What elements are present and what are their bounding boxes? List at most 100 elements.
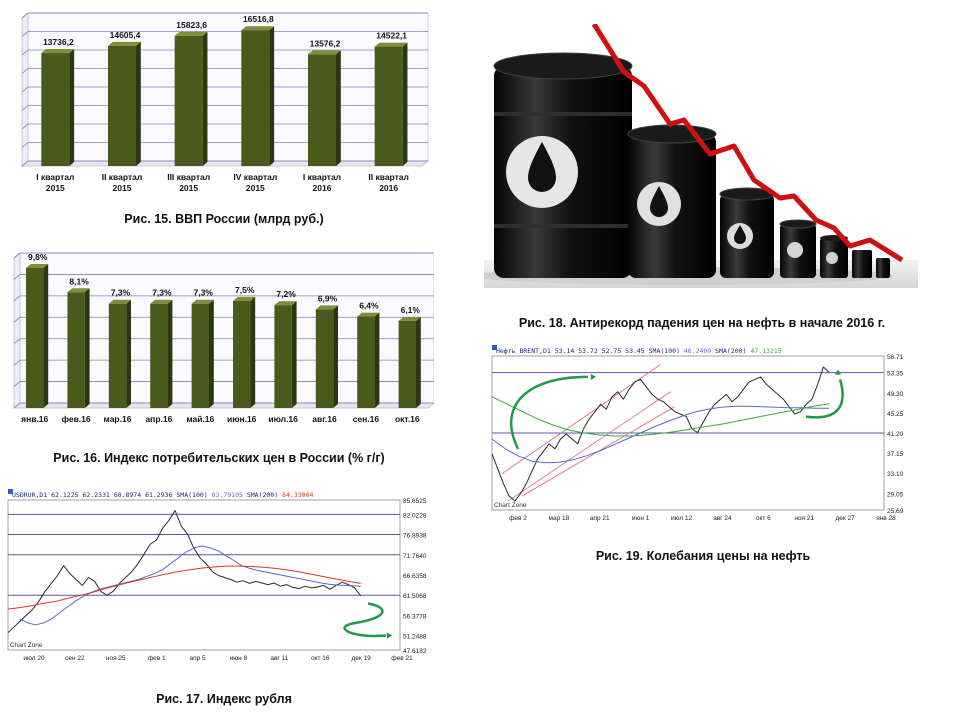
bar [67, 292, 85, 408]
category-label: 2016 [379, 183, 398, 193]
bar-top [357, 312, 380, 317]
gridline-side [13, 316, 21, 323]
category-label: III квартал [167, 172, 210, 182]
y-tick-label: 56.71 [887, 354, 904, 361]
brent-oil-chart: 56.71 53.35 49.30 45.25 41.20 37.15 33.10 29.05… [488, 344, 918, 528]
gridline-side [13, 402, 21, 409]
category-label: июн.16 [227, 414, 257, 424]
y-tick-label: 82.0228 [403, 512, 427, 519]
y-tick-label: 33.10 [887, 471, 904, 478]
category-label: 2015 [113, 183, 132, 193]
gridline-side [13, 338, 21, 345]
oil-barrels-illustration [474, 22, 918, 288]
data-label: 6,1% [401, 305, 421, 315]
data-label: 13576,2 [310, 38, 341, 48]
category-label: I квартал [36, 172, 74, 182]
caption-fig16: Рис. 16. Индекс потребительских цен в Ро… [53, 451, 385, 465]
gridline-side [21, 12, 29, 19]
chart-header-part: 53.14 53.72 52.75 53.45 [551, 347, 645, 355]
chart-header-part: USDRUR,D1 [12, 491, 47, 499]
gridline-side [13, 359, 21, 366]
bar-top [241, 26, 275, 31]
y-tick-label: 61.5068 [403, 593, 427, 600]
bar-side [291, 301, 297, 408]
plot-frame [7, 499, 401, 651]
sma100-series-line [19, 545, 361, 626]
chart-header-part: SMA(200) [243, 491, 282, 499]
y-tick-label: 56.3778 [403, 613, 427, 620]
x-tick-label: апр 5 [189, 655, 206, 662]
plot-side-wall [13, 251, 21, 410]
data-label: 15823,6 [176, 20, 207, 30]
bar-top [41, 49, 75, 54]
gridline-side [21, 123, 29, 130]
bar [398, 320, 416, 408]
bar [308, 54, 336, 166]
bar-side [402, 42, 408, 166]
chart-header-part: Нефть BRENT,D1 [496, 347, 551, 355]
falling-price-line-icon [591, 22, 904, 263]
gridline-side [21, 68, 29, 74]
bar-top [108, 299, 131, 304]
rebound-arrowhead-icon [834, 369, 842, 375]
chart-header: USDRUR,D1 62.1225 62.2331 60.8974 61.293… [12, 491, 313, 499]
bar-side [202, 31, 208, 167]
category-label: сен.16 [353, 414, 380, 424]
data-label: 7,3% [111, 288, 131, 298]
bar-side [250, 296, 256, 408]
y-tick-label: 41.20 [887, 431, 904, 438]
category-label: 2015 [46, 183, 65, 193]
data-label: 14522,1 [376, 31, 407, 41]
bar [233, 300, 251, 408]
barrel-medium-icon [627, 124, 717, 278]
y-tick-label: 45.25 [887, 411, 904, 418]
caption-fig15: Рис. 15. ВВП России (млрд руб.) [124, 212, 324, 226]
category-label: 2015 [246, 183, 265, 193]
category-label: янв.16 [21, 414, 48, 424]
category-label: мар.16 [104, 414, 132, 424]
y-tick-label: 29.05 [887, 491, 904, 498]
data-label: 13736,2 [43, 37, 74, 47]
bar-side [269, 26, 275, 166]
chart-watermark: Chart Zone [494, 502, 527, 509]
y-tick-label: 53.35 [887, 371, 904, 378]
chart-header-part: SMA(100) [172, 491, 211, 499]
barrel-large-icon [493, 52, 633, 278]
gridline-side [21, 31, 29, 37]
gridline-side [13, 295, 21, 302]
category-label: фев.16 [62, 414, 91, 424]
category-label: I квартал [303, 172, 341, 182]
bar [108, 45, 136, 166]
sma100-series-line [491, 405, 830, 464]
category-label: II квартал [368, 172, 409, 182]
chart-header-part: 64.33004 [282, 491, 313, 499]
x-tick-label: фев 2 [509, 515, 527, 522]
chart-header-part: SMA(100) [645, 347, 684, 355]
gridline-side [13, 252, 21, 259]
sma200-series-line [7, 565, 361, 610]
bar [174, 35, 203, 167]
chart-header: Нефть BRENT,D1 53.14 53.72 52.75 53.45 S… [496, 347, 782, 355]
cpi-chart-panel: 9,8% янв.16 8,1% фев.16 7,3% мар.16 7,3% апр.16… [4, 248, 436, 436]
bar-top [308, 50, 341, 55]
bar-side [336, 50, 341, 166]
bar-side [208, 299, 214, 408]
bar-top [398, 316, 421, 321]
chart-header-part: 47.13215 [750, 347, 781, 355]
x-tick-label: сен 22 [65, 655, 85, 662]
barrel-small-icon [719, 187, 775, 278]
bar-side [167, 299, 173, 408]
bar [357, 316, 375, 408]
chart-header-part: 63.79105 [212, 491, 243, 499]
bar-top [274, 301, 297, 306]
plot-floor [20, 160, 430, 167]
price-series-line [491, 366, 830, 502]
x-tick-label: авг 11 [270, 655, 288, 662]
ruble-index-panel: 85.6525 82.0228 76.8938 71.7640 66.6358 61.50… [4, 488, 444, 668]
bar [374, 46, 403, 166]
y-tick-label: 66.6358 [403, 573, 427, 580]
category-label: II квартал [102, 172, 143, 182]
data-label: 7,3% [194, 288, 214, 298]
chart-header-part: 62.1225 62.2331 60.8974 61.2936 [47, 491, 172, 499]
x-tick-label: июн 8 [230, 655, 248, 662]
